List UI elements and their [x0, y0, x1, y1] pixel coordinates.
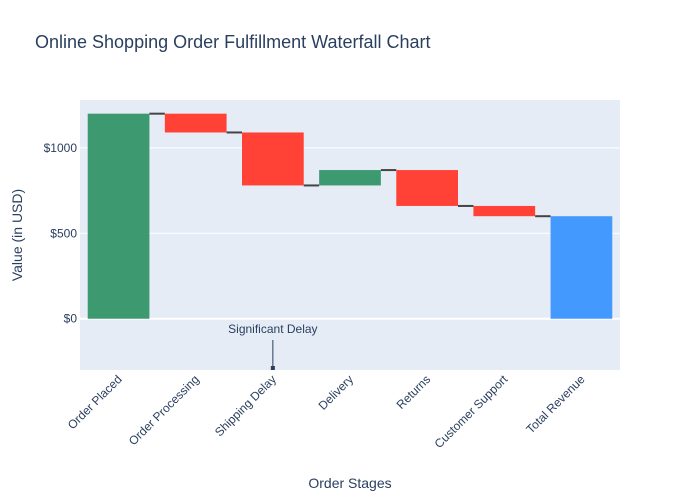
bar-order-processing: [164, 113, 227, 133]
y-tick-label: $1000: [44, 141, 78, 155]
x-axis-title: Order Stages: [308, 475, 391, 491]
chart-title: Online Shopping Order Fulfillment Waterf…: [35, 32, 431, 52]
y-tick-labels: $0 $500 $1000: [44, 141, 78, 326]
x-tick-label: Returns: [394, 372, 434, 412]
bar-customer-support: [473, 205, 536, 217]
x-tick-label: Shipping Delay: [212, 372, 279, 439]
x-tick-label: Customer Support: [432, 372, 511, 451]
bar-total-revenue: [550, 216, 613, 319]
x-tick-label: Delivery: [316, 372, 357, 413]
connector-lines: [149, 112, 551, 218]
bar-shipping-delay: [242, 132, 304, 186]
x-tick-labels: Order Placed Order Processing Shipping Del…: [65, 372, 588, 451]
x-tick-label: Order Placed: [65, 372, 125, 432]
grid-lines: [80, 147, 620, 320]
annotations: Significant Delay: [228, 322, 318, 370]
bar-delivery: [319, 170, 381, 186]
plot-background: [80, 100, 620, 370]
x-tick-label: Order Processing: [126, 372, 202, 448]
bar-order-placed: [87, 113, 150, 319]
y-axis-title: Value (in USD): [9, 189, 25, 281]
y-tick-label: $500: [50, 226, 77, 240]
annotation-label: Significant Delay: [228, 322, 317, 336]
annotation-arrowhead: [270, 366, 275, 370]
bar-returns: [396, 170, 458, 206]
bars: [87, 113, 613, 319]
x-tick-label: Total Revenue: [523, 372, 587, 436]
y-tick-label: $0: [64, 312, 78, 326]
